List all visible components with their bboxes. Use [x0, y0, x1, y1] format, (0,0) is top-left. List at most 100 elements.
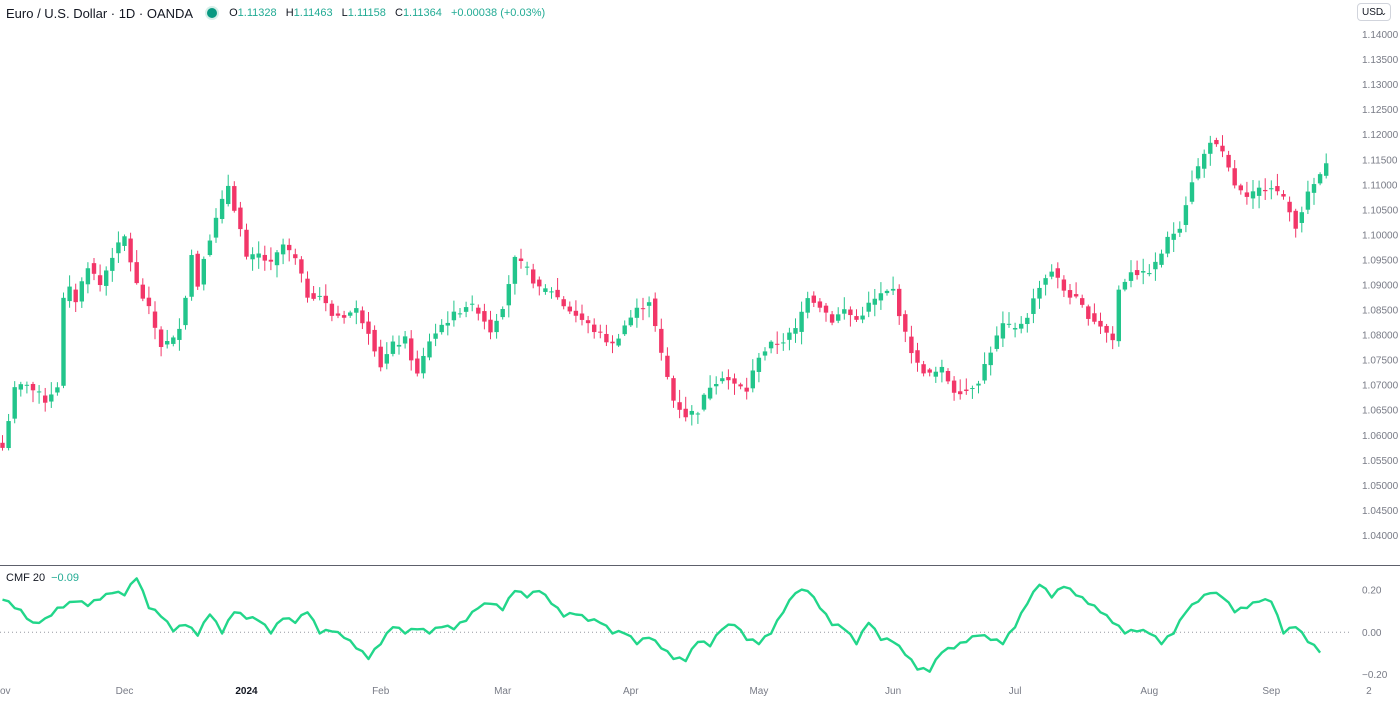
candle-body — [695, 413, 701, 415]
candle-body — [146, 297, 152, 307]
candle-body — [1287, 201, 1292, 213]
candle-body — [158, 329, 164, 347]
candle-body — [1293, 210, 1298, 229]
candle-body — [640, 308, 646, 310]
candle-body — [360, 310, 365, 324]
price-tick-label: 1.14000 — [1362, 30, 1399, 41]
candle-body — [878, 293, 884, 301]
candlestick-series — [0, 135, 1329, 451]
candle-body — [500, 309, 505, 318]
candle-body — [872, 298, 877, 305]
candle-body — [1067, 290, 1073, 298]
currency-select[interactable]: USD ⌄ — [1357, 3, 1391, 21]
candle-body — [1147, 273, 1152, 275]
candle-body — [976, 383, 981, 386]
candle-body — [512, 256, 518, 284]
candle-body — [128, 238, 133, 263]
price-tick-label: 1.04000 — [1362, 531, 1399, 542]
candle-body — [531, 269, 536, 284]
candle-body — [1281, 194, 1286, 197]
chevron-down-icon: ⌄ — [1380, 8, 1387, 17]
candle-body — [1311, 184, 1317, 193]
price-tick-label: 1.07500 — [1362, 356, 1399, 367]
candle-body — [1324, 163, 1329, 176]
candle-body — [24, 384, 30, 386]
candle-body — [689, 410, 694, 415]
cmf-tick-label: −0.20 — [1362, 670, 1388, 681]
symbol-title[interactable]: Euro / U.S. Dollar · 1D · OANDA — [6, 5, 194, 21]
candle-body — [36, 391, 42, 393]
candle-body — [366, 321, 371, 334]
candle-body — [604, 333, 609, 343]
open-label: O — [229, 7, 238, 19]
candle-body — [970, 388, 975, 390]
candle-body — [122, 236, 127, 246]
candle-body — [781, 342, 786, 344]
candle-body — [79, 281, 84, 302]
candle-body — [317, 295, 322, 297]
candle-body — [933, 371, 938, 377]
candle-body — [866, 302, 871, 312]
candle-body — [909, 336, 914, 354]
cmf-line — [2, 577, 1322, 673]
candle-body — [73, 289, 78, 303]
candle-body — [311, 293, 316, 299]
candle-body — [665, 355, 670, 377]
candle-body — [1202, 153, 1207, 169]
candle-body — [799, 311, 804, 332]
candle-body — [116, 242, 121, 254]
candle-body — [1049, 271, 1054, 277]
market-status-icon[interactable] — [207, 8, 218, 18]
candle-body — [232, 186, 237, 211]
candle-body — [579, 313, 585, 320]
candle-body — [671, 378, 676, 401]
candle-body — [762, 351, 768, 356]
indicator-legend[interactable]: CMF 20 −0.09 — [6, 572, 79, 584]
candle-body — [1238, 185, 1243, 191]
candle-body — [653, 298, 658, 327]
candle-body — [439, 324, 444, 333]
price-tick-label: 1.12500 — [1362, 105, 1399, 116]
time-tick-label: Mar — [494, 686, 512, 697]
price-tick-label: 1.06000 — [1362, 431, 1399, 442]
candle-body — [390, 341, 396, 354]
candle-body — [457, 313, 463, 315]
time-tick-label: May — [749, 686, 768, 697]
candle-body — [43, 395, 48, 403]
candle-body — [91, 263, 97, 274]
candle-body — [1019, 323, 1024, 329]
candle-body — [927, 369, 932, 373]
ohlc-values: O1.11328 H1.11463 L1.11158 C1.11364 +0.0… — [229, 7, 551, 19]
candle-body — [140, 284, 145, 299]
candle-body — [165, 341, 170, 345]
candle-body — [341, 315, 347, 318]
candle-body — [775, 343, 780, 345]
candle-body — [951, 380, 957, 393]
candle-body — [348, 312, 353, 316]
candle-body — [104, 270, 109, 286]
candle-body — [750, 370, 755, 389]
candle-body — [805, 298, 810, 313]
price-tick-label: 1.04500 — [1362, 506, 1399, 517]
candle-body — [1275, 186, 1280, 192]
candle-body — [1122, 281, 1128, 290]
candle-body — [829, 314, 835, 323]
price-tick-label: 1.13000 — [1362, 80, 1399, 91]
candle-body — [49, 394, 54, 402]
candle-body — [415, 358, 420, 374]
candle-body — [646, 302, 652, 306]
candle-body — [1244, 192, 1250, 197]
candle-body — [1256, 187, 1262, 196]
candle-body — [964, 389, 969, 391]
candle-body — [897, 288, 902, 317]
candle-body — [238, 207, 243, 230]
candle-body — [549, 291, 554, 293]
candle-body — [189, 255, 194, 297]
candle-body — [768, 341, 774, 349]
candle-body — [860, 315, 865, 320]
candle-body — [287, 244, 292, 251]
price-tick-label: 1.07000 — [1362, 381, 1399, 392]
candle-body — [945, 370, 951, 382]
candle-body — [402, 336, 408, 344]
